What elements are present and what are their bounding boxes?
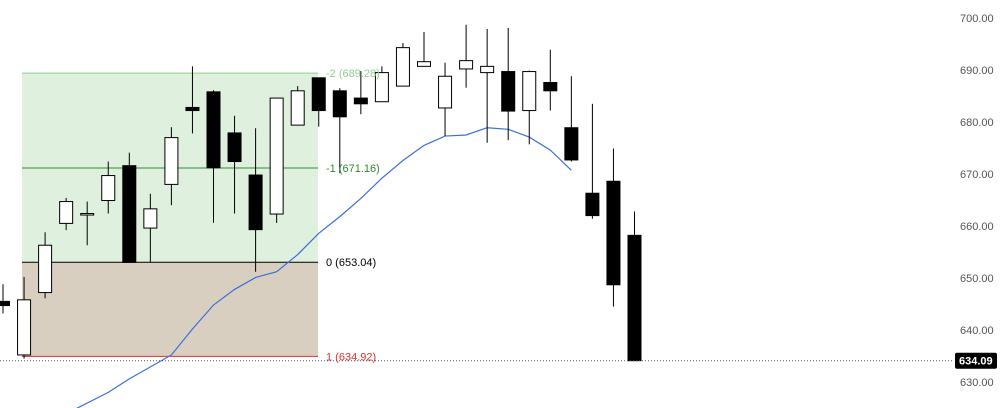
candles: [0, 24, 642, 362]
candle-body: [417, 61, 431, 67]
last-price-label: 634.09: [959, 356, 993, 368]
y-tick-label: 640.00: [960, 325, 994, 337]
candle: [564, 76, 579, 162]
candle: [522, 70, 537, 145]
fib-label-0: 0 (653.04): [326, 257, 376, 269]
candle-body: [395, 47, 410, 87]
candle-body: [206, 91, 221, 169]
candle: [164, 127, 179, 206]
candle: [269, 97, 284, 223]
moving-average-line: [76, 127, 572, 408]
y-tick-label: 690.00: [960, 65, 994, 77]
candle: [374, 66, 389, 103]
candle: [38, 232, 53, 299]
candle-body: [585, 192, 600, 217]
candle-body: [185, 106, 200, 112]
candle: [101, 161, 116, 214]
fib-zone-lower: [22, 262, 318, 357]
candle-body: [290, 90, 305, 126]
candle-body: [59, 201, 74, 224]
candle-body: [164, 137, 179, 185]
candle: [353, 71, 368, 115]
candle: [311, 77, 326, 127]
y-tick-label: 670.00: [960, 169, 994, 181]
candle-body: [606, 180, 621, 286]
y-tick-label: 660.00: [960, 221, 994, 233]
price-axis: 630.00 640.00 650.00 660.00 670.00 680.00 690.…: [955, 13, 997, 389]
candle-body: [627, 234, 642, 362]
candle: [143, 193, 158, 263]
candle-body: [501, 71, 516, 112]
candle-body: [80, 213, 95, 216]
candle-body: [143, 208, 158, 229]
candle: [606, 148, 621, 307]
candle-body: [438, 75, 453, 109]
candle: [480, 28, 495, 143]
candle: [80, 201, 95, 246]
candle-body: [311, 77, 326, 112]
candle: [0, 284, 10, 314]
candle: [227, 115, 242, 214]
candle: [417, 32, 431, 67]
candle-body: [17, 299, 32, 356]
fib-label--1: -1 (671.16): [326, 163, 380, 175]
fibonacci-labels: -2 (689.28) -1 (671.16) 0 (653.04) 1 (634.9…: [326, 68, 380, 363]
candle: [501, 27, 516, 141]
y-tick-label: 650.00: [960, 273, 994, 285]
candle: [59, 197, 74, 231]
candle: [332, 88, 347, 173]
candle: [290, 86, 305, 126]
last-price-badge: [955, 352, 997, 369]
candle-body: [269, 97, 284, 215]
candle-body: [101, 175, 116, 202]
candle: [17, 276, 32, 359]
candle-body: [543, 81, 558, 92]
fib-label--2: -2 (689.28): [326, 68, 380, 80]
candle: [438, 62, 453, 137]
candle-body: [0, 300, 10, 307]
y-tick-label: 700.00: [960, 13, 994, 25]
candle-body: [38, 244, 53, 294]
candle-body: [522, 71, 537, 112]
candle-body: [564, 127, 579, 161]
candle: [206, 90, 221, 223]
y-tick-label: 630.00: [960, 377, 994, 389]
moving-average: [76, 127, 572, 408]
candle: [122, 152, 137, 263]
y-tick-label: 680.00: [960, 117, 994, 129]
candle-body: [227, 132, 242, 163]
candle: [585, 103, 600, 219]
candle: [543, 49, 558, 111]
candle-body: [353, 97, 368, 105]
candle-body: [374, 72, 389, 103]
candle-body: [332, 90, 347, 118]
candle: [627, 211, 642, 362]
candle: [248, 128, 263, 272]
candle: [459, 24, 474, 88]
fib-label-1: 1 (634.92): [326, 351, 376, 363]
candle: [185, 66, 200, 134]
candle-body: [122, 165, 137, 263]
candle: [395, 42, 410, 87]
candle-body: [480, 65, 495, 74]
candle-body: [248, 174, 263, 231]
candle-body: [459, 60, 474, 70]
